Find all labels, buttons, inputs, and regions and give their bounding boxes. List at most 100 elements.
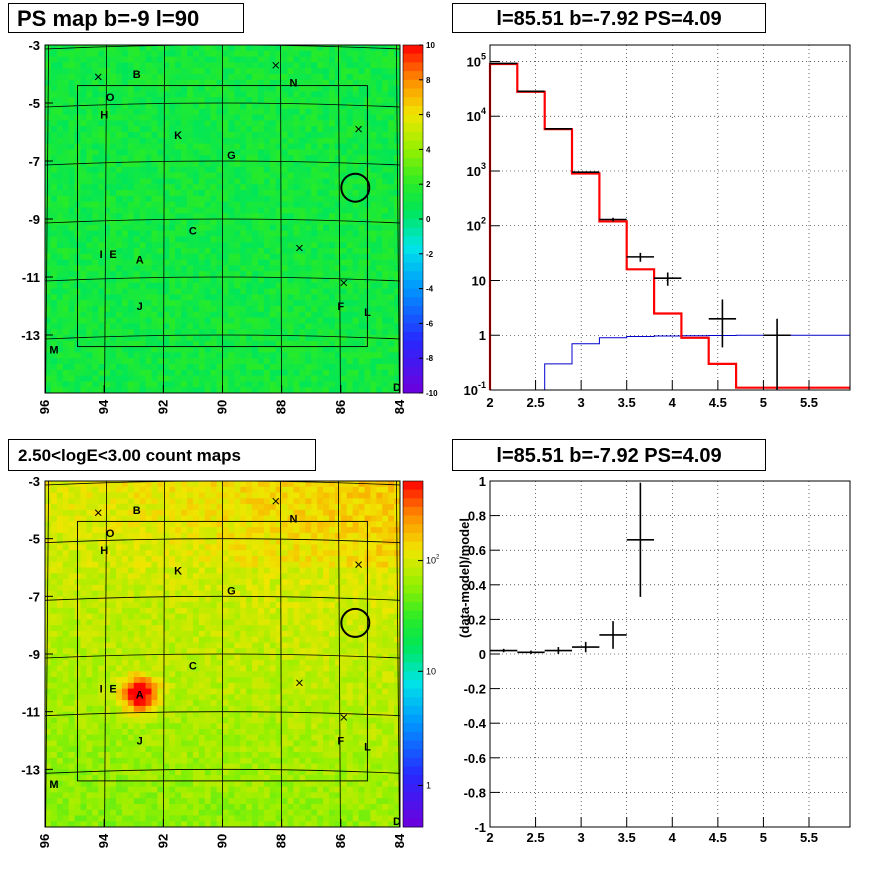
heatmap-cell <box>74 79 81 86</box>
heatmap-cell <box>346 166 354 173</box>
heatmap-cell <box>86 45 93 52</box>
heatmap-cell <box>151 619 158 626</box>
heatmap-cell <box>370 68 377 75</box>
heatmap-cell <box>192 277 200 284</box>
heatmap-cell <box>110 705 117 713</box>
heatmap-cell <box>192 323 200 330</box>
heatmap-cell <box>169 161 176 168</box>
heatmap-cell <box>86 323 93 330</box>
heatmap-cell <box>317 317 324 324</box>
heatmap-cell <box>151 161 158 168</box>
heatmap-cell <box>116 544 123 551</box>
heatmap-cell <box>204 103 212 110</box>
heatmap-cell <box>98 45 105 52</box>
heatmap-cell <box>163 346 170 353</box>
heatmap-cell <box>269 311 277 318</box>
heatmap-cell <box>80 259 87 266</box>
heatmap-cell <box>139 509 146 516</box>
heatmap-cell <box>204 323 212 330</box>
heatmap-cell <box>258 364 265 371</box>
heatmap-cell <box>394 300 401 307</box>
heatmap-cell <box>293 352 300 359</box>
heatmap-cell <box>151 120 158 127</box>
heatmap-cell <box>163 323 170 330</box>
heatmap-cell <box>311 50 318 57</box>
heatmap-cell <box>110 642 117 649</box>
heatmap-cell <box>62 607 70 615</box>
heatmap-cell <box>181 207 188 214</box>
heatmap-cell <box>74 798 81 805</box>
heatmap-cell <box>382 184 389 191</box>
heatmap-cell <box>80 607 87 615</box>
heatmap-cell <box>187 126 194 133</box>
heatmap-cell <box>163 329 170 336</box>
heatmap-cell <box>204 155 212 162</box>
heatmap-cell <box>204 132 212 139</box>
heatmap-cell <box>50 50 58 57</box>
heatmap-cell <box>80 166 87 173</box>
heatmap-cell <box>240 195 247 202</box>
heatmap-cell <box>62 108 70 115</box>
heatmap-cell <box>157 492 164 499</box>
heatmap-cell <box>127 91 135 98</box>
heatmap-cell <box>151 775 158 782</box>
heatmap-cell <box>382 155 389 162</box>
heatmap-cell <box>92 711 99 718</box>
heatmap-cell <box>252 213 259 220</box>
heatmap-cell <box>382 126 389 133</box>
heatmap-cell <box>163 68 170 75</box>
heatmap-cell <box>104 769 111 776</box>
heatmap-cell <box>252 103 259 110</box>
heatmap-cell <box>281 369 288 376</box>
source-label-O: O <box>106 92 115 104</box>
heatmap-cell <box>50 590 58 597</box>
y-tick-label-exp: 5 <box>481 51 486 61</box>
heatmap-cell <box>311 323 318 330</box>
heatmap-cell <box>317 381 324 388</box>
heatmap-cell <box>293 137 300 144</box>
heatmap-cell <box>139 590 146 597</box>
heatmap-cell <box>329 132 336 139</box>
heatmap-cell <box>317 103 324 110</box>
heatmap-cell <box>281 114 288 121</box>
heatmap-cell <box>287 149 294 156</box>
heatmap-cell <box>281 323 288 330</box>
heatmap-cell <box>281 335 288 342</box>
heatmap-cell <box>234 311 241 318</box>
heatmap-cell <box>86 752 93 759</box>
heatmap-cell <box>258 352 265 359</box>
heatmap-cell <box>222 317 229 324</box>
heatmap-cell <box>145 317 152 324</box>
heatmap-cell <box>187 103 194 110</box>
heatmap-cell <box>133 277 141 284</box>
heatmap-cell <box>340 219 348 226</box>
heatmap-cell <box>62 381 70 388</box>
heatmap-cell <box>192 45 200 52</box>
heatmap-cell <box>80 740 87 747</box>
heatmap-cell <box>92 358 99 365</box>
heatmap-cell <box>68 364 75 371</box>
heatmap-cell <box>388 219 395 226</box>
heatmap-cell <box>98 532 105 540</box>
heatmap-cell <box>116 50 123 57</box>
heatmap-cell <box>394 259 401 266</box>
heatmap-cell <box>80 103 87 110</box>
heatmap-cell <box>275 91 283 98</box>
heatmap-cell <box>104 486 111 493</box>
heatmap-cell <box>275 137 283 144</box>
heatmap-cell <box>216 126 223 133</box>
heatmap-cell <box>68 665 75 672</box>
heatmap-cell <box>98 630 105 638</box>
heatmap-cell <box>145 527 152 534</box>
heatmap-cell <box>198 277 206 284</box>
heatmap-cell <box>145 803 152 811</box>
heatmap-cell <box>358 219 365 226</box>
heatmap-cell <box>56 527 64 534</box>
heatmap-cell <box>258 294 265 301</box>
heatmap-cell <box>187 172 194 179</box>
heatmap-cell <box>329 335 336 342</box>
heatmap-cell <box>317 126 324 133</box>
heatmap-cell <box>145 190 152 197</box>
heatmap-cell <box>204 79 212 86</box>
heatmap-cell <box>62 375 70 382</box>
